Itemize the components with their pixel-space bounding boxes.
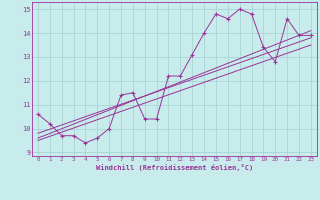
X-axis label: Windchill (Refroidissement éolien,°C): Windchill (Refroidissement éolien,°C)	[96, 164, 253, 171]
